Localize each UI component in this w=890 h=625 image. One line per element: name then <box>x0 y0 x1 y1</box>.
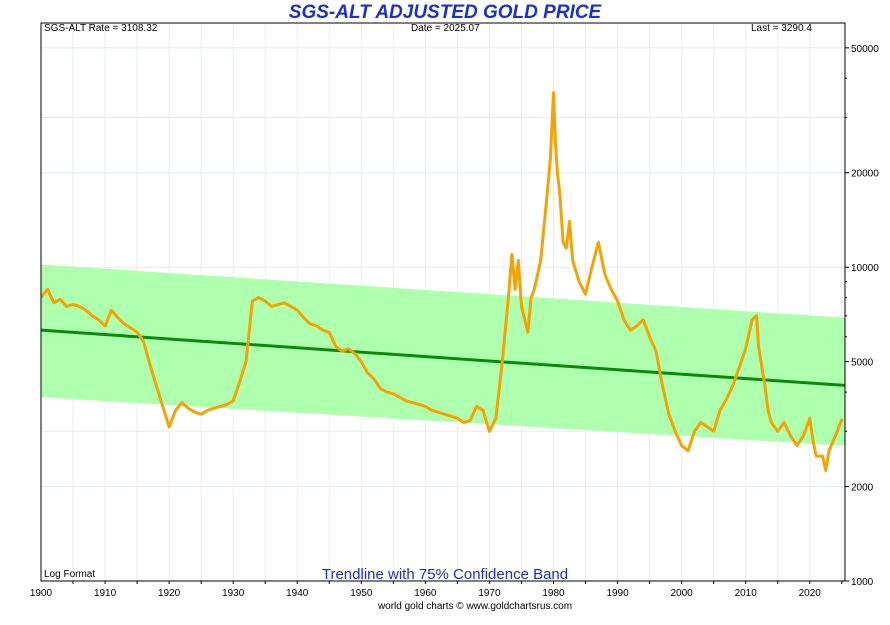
x-tick-label: 2010 <box>735 588 758 599</box>
x-tick-label: 1960 <box>414 588 437 599</box>
x-tick-label: 1990 <box>606 588 629 599</box>
x-tick-label: 1920 <box>158 588 181 599</box>
y-tick-label: 2000 <box>851 483 874 494</box>
y-tick-label: 10000 <box>851 263 879 274</box>
x-axis-ticks: 1900 1910 1920 1930 1940 1950 1960 1970 1980 1990… <box>30 581 843 599</box>
x-tick-label: 1980 <box>542 588 565 599</box>
y-tick-label: 20000 <box>851 169 879 180</box>
plot-frame <box>40 22 846 582</box>
series-layer <box>41 91 844 472</box>
date-readout: Date = 2025.07 <box>411 23 480 34</box>
x-tick-label: 1950 <box>350 588 373 599</box>
x-tick-label: 1930 <box>222 588 245 599</box>
y-tick-label: 50000 <box>851 44 879 55</box>
x-tick-label: 2020 <box>799 588 822 599</box>
x-tick-label: 1900 <box>30 588 53 599</box>
rate-readout: SGS-ALT Rate = 3108.32 <box>44 23 158 34</box>
y-tick-label: 5000 <box>851 358 874 369</box>
confidence-band <box>41 264 845 446</box>
trendline <box>41 328 845 387</box>
x-tick-label: 1910 <box>94 588 117 599</box>
source-credit: world gold charts © www.goldchartsrus.co… <box>377 601 573 612</box>
last-readout: Last = 3290.4 <box>751 23 812 34</box>
x-tick-label: 1970 <box>478 588 501 599</box>
y-axis-ticks: 1000 2000 5000 10000 20000 50000 <box>845 44 879 588</box>
y-tick-label: 1000 <box>851 577 874 588</box>
x-tick-label: 1940 <box>286 588 309 599</box>
gold-price-line <box>41 91 844 472</box>
band-label: Trendline with 75% Confidence Band <box>321 566 569 583</box>
trendline-layer <box>41 328 845 387</box>
x-tick-label: 2000 <box>671 588 694 599</box>
confidence-band-layer <box>41 264 845 446</box>
chart-title: SGS-ALT ADJUSTED GOLD PRICE <box>288 2 602 23</box>
scale-label: Log Format <box>44 569 96 580</box>
